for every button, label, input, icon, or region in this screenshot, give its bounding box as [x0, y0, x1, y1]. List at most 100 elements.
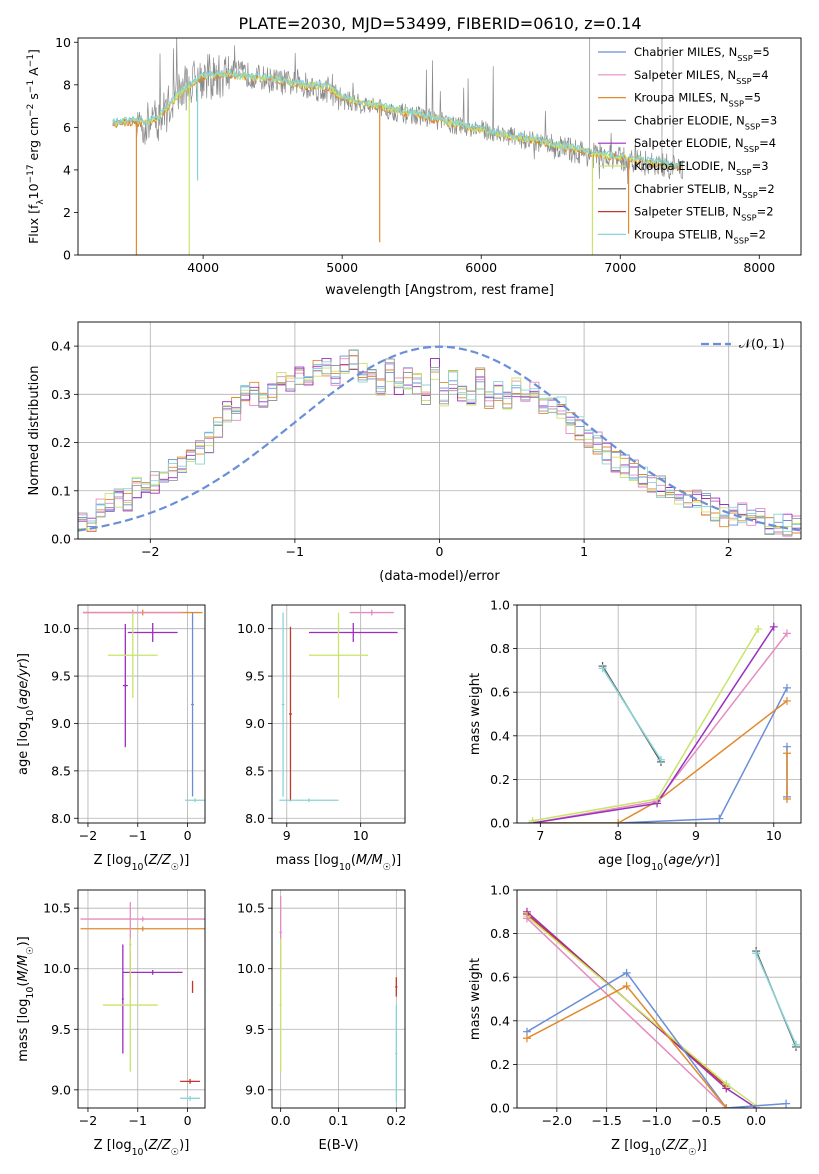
x-tick-label: 5000 — [326, 260, 358, 275]
y-tick-label: 9.5 — [245, 1022, 265, 1037]
x-axis-label: Z [log10(Z/Z☉)] — [611, 1138, 707, 1158]
y-tick-label: 8.0 — [51, 811, 71, 826]
weight-series-line — [601, 667, 662, 761]
y-tick-label: 0.0 — [490, 816, 510, 831]
y-axis-label: Flux [fλ10−17 erg cm−2 s−1 A−1] — [26, 49, 46, 244]
weight-series-line — [526, 917, 727, 1108]
legend-entry: Salpeter STELIB, NSSP=2 — [634, 205, 774, 223]
y-tick-label: 10 — [55, 35, 71, 50]
y-tick-label: 4 — [63, 162, 71, 177]
y-tick-label: 1.0 — [490, 598, 510, 613]
weight-marker — [782, 683, 791, 692]
y-axis-label: age [log10(age/yr)] — [16, 653, 36, 775]
legend-entry: 𝒩(0, 1) — [739, 336, 785, 351]
weight-series-line — [532, 626, 775, 823]
axes-frame — [77, 37, 802, 256]
y-tick-label: 0.6 — [490, 685, 510, 700]
axes-frame — [516, 889, 802, 1109]
x-tick-label: −2.0 — [542, 1113, 572, 1128]
x-tick-label: −2 — [79, 828, 97, 843]
panel-age-vs-mass: 9 10 8.0 8.5 9.0 9.5 10.0 mass [log10(M/M☉)] — [237, 604, 406, 873]
y-tick-label: 10.5 — [237, 901, 265, 916]
plot-area-age-vs-mass — [279, 609, 398, 803]
y-tick-label: 0.8 — [490, 641, 510, 656]
y-tick-label: 10.0 — [43, 961, 71, 976]
model-spectrum-line — [112, 71, 683, 171]
y-tick-label: 0.0 — [490, 1101, 510, 1116]
y-tick-label: 10.0 — [43, 621, 71, 636]
y-tick-label: 9.0 — [51, 716, 71, 731]
y-tick-label: 0.2 — [51, 435, 71, 450]
y-tick-label: 1.0 — [490, 883, 510, 898]
plot-area-mass-vs-Z — [80, 902, 205, 1101]
panel-mass-vs-Z: −2 −1 0 9.0 9.5 10.0 10.5 Z [log10(Z/Z☉)] mass [… — [16, 889, 206, 1158]
y-tick-label: 0 — [63, 248, 71, 263]
x-tick-label: 8 — [614, 828, 622, 843]
weight-marker — [792, 1040, 801, 1049]
weight-series-line — [532, 687, 788, 823]
legend-entry: Salpeter ELODIE, NSSP=4 — [634, 136, 776, 154]
panel-spectrum: 4000 5000 6000 7000 8000 0 2 4 6 8 10 wavelength [A… — [26, 35, 802, 298]
axes-frame — [77, 321, 802, 540]
weight-marker — [782, 696, 791, 705]
legend-entry: Kroupa ELODIE, NSSP=3 — [634, 159, 769, 177]
y-tick-label: 8.0 — [245, 811, 265, 826]
panel-mass-vs-ebv: 0.0 0.1 0.2 9.0 9.5 10.0 10.5 E(B-V) — [237, 889, 406, 1153]
plot-area-residuals — [78, 345, 801, 537]
y-axis-label: mass weight — [468, 958, 483, 1040]
axes-frame — [77, 889, 206, 1109]
y-tick-label: 0.2 — [490, 1057, 510, 1072]
y-axis-label: mass [log10(M/M☉)] — [16, 936, 36, 1062]
x-axis-label: Z [log10(Z/Z☉)] — [94, 853, 190, 873]
x-axis-label: Z [log10(Z/Z☉)] — [94, 1138, 190, 1158]
x-tick-label: −1.5 — [592, 1113, 622, 1128]
x-axis-label: age [log10(age/yr)] — [598, 853, 720, 873]
normal-distribution-curve — [78, 345, 801, 532]
legend-entry: Chabrier STELIB, NSSP=2 — [634, 182, 775, 200]
x-tick-label: 6000 — [465, 260, 497, 275]
plot-area-age-vs-Z — [82, 609, 205, 803]
x-tick-label: 10 — [353, 828, 369, 843]
weight-marker — [715, 814, 724, 823]
y-tick-label: 9.0 — [245, 716, 265, 731]
x-tick-label: −2 — [141, 544, 159, 559]
residual-histogram-series — [78, 349, 801, 536]
weight-marker — [722, 1080, 731, 1089]
weight-marker — [528, 816, 537, 823]
y-tick-label: 9.5 — [51, 1022, 71, 1037]
panel-weight-vs-Z: −2.0 −1.5 −1.0 −0.5 0.0 0.0 0.2 0.4 0.6 0.8 1.0 Z [… — [468, 883, 802, 1158]
x-axis-label: (data-model)/error — [379, 569, 500, 584]
axes-frame — [516, 604, 802, 824]
x-tick-label: 0.2 — [386, 1113, 406, 1128]
x-tick-label: 0 — [184, 828, 192, 843]
plot-area-weight-vs-age — [528, 622, 791, 823]
weight-marker — [722, 1104, 731, 1108]
x-axis-label: wavelength [Angstrom, rest frame] — [325, 283, 554, 298]
weight-marker — [754, 624, 763, 633]
x-tick-label: 7 — [536, 828, 544, 843]
y-tick-label: 9.0 — [51, 1082, 71, 1097]
x-tick-label: 0 — [184, 1113, 192, 1128]
panel-age-vs-Z: −2 −1 0 8.0 8.5 9.0 9.5 10.0 Z [log10(Z/Z☉)] age … — [16, 604, 206, 873]
y-tick-label: 0.4 — [51, 339, 71, 354]
legend-entry: Kroupa MILES, NSSP=5 — [634, 91, 761, 109]
y-tick-label: 9.5 — [245, 669, 265, 684]
y-tick-label: 8.5 — [245, 763, 265, 778]
weight-series-line — [526, 911, 757, 1108]
weight-marker — [653, 795, 662, 804]
plot-area-weight-vs-Z — [522, 907, 801, 1108]
y-tick-label: 0.4 — [490, 1013, 510, 1028]
y-tick-label: 9.5 — [51, 669, 71, 684]
y-tick-label: 0.8 — [490, 926, 510, 941]
panel-weight-vs-age: 7 8 9 10 0.0 0.2 0.4 0.6 0.8 1.0 age [log10(age/yr… — [468, 598, 802, 873]
plot-area-mass-vs-ebv — [279, 896, 398, 1102]
x-tick-label: 0 — [436, 544, 444, 559]
figure-title: PLATE=2030, MJD=53499, FIBERID=0610, z=0… — [238, 14, 641, 33]
legend-entry: Kroupa STELIB, NSSP=2 — [634, 227, 766, 245]
x-tick-label: 2 — [725, 544, 733, 559]
legend-entry: Salpeter MILES, NSSP=4 — [634, 68, 769, 86]
x-tick-label: 9 — [692, 828, 700, 843]
y-tick-label: 0.4 — [490, 728, 510, 743]
legend-entry: Chabrier MILES, NSSP=5 — [634, 45, 770, 63]
